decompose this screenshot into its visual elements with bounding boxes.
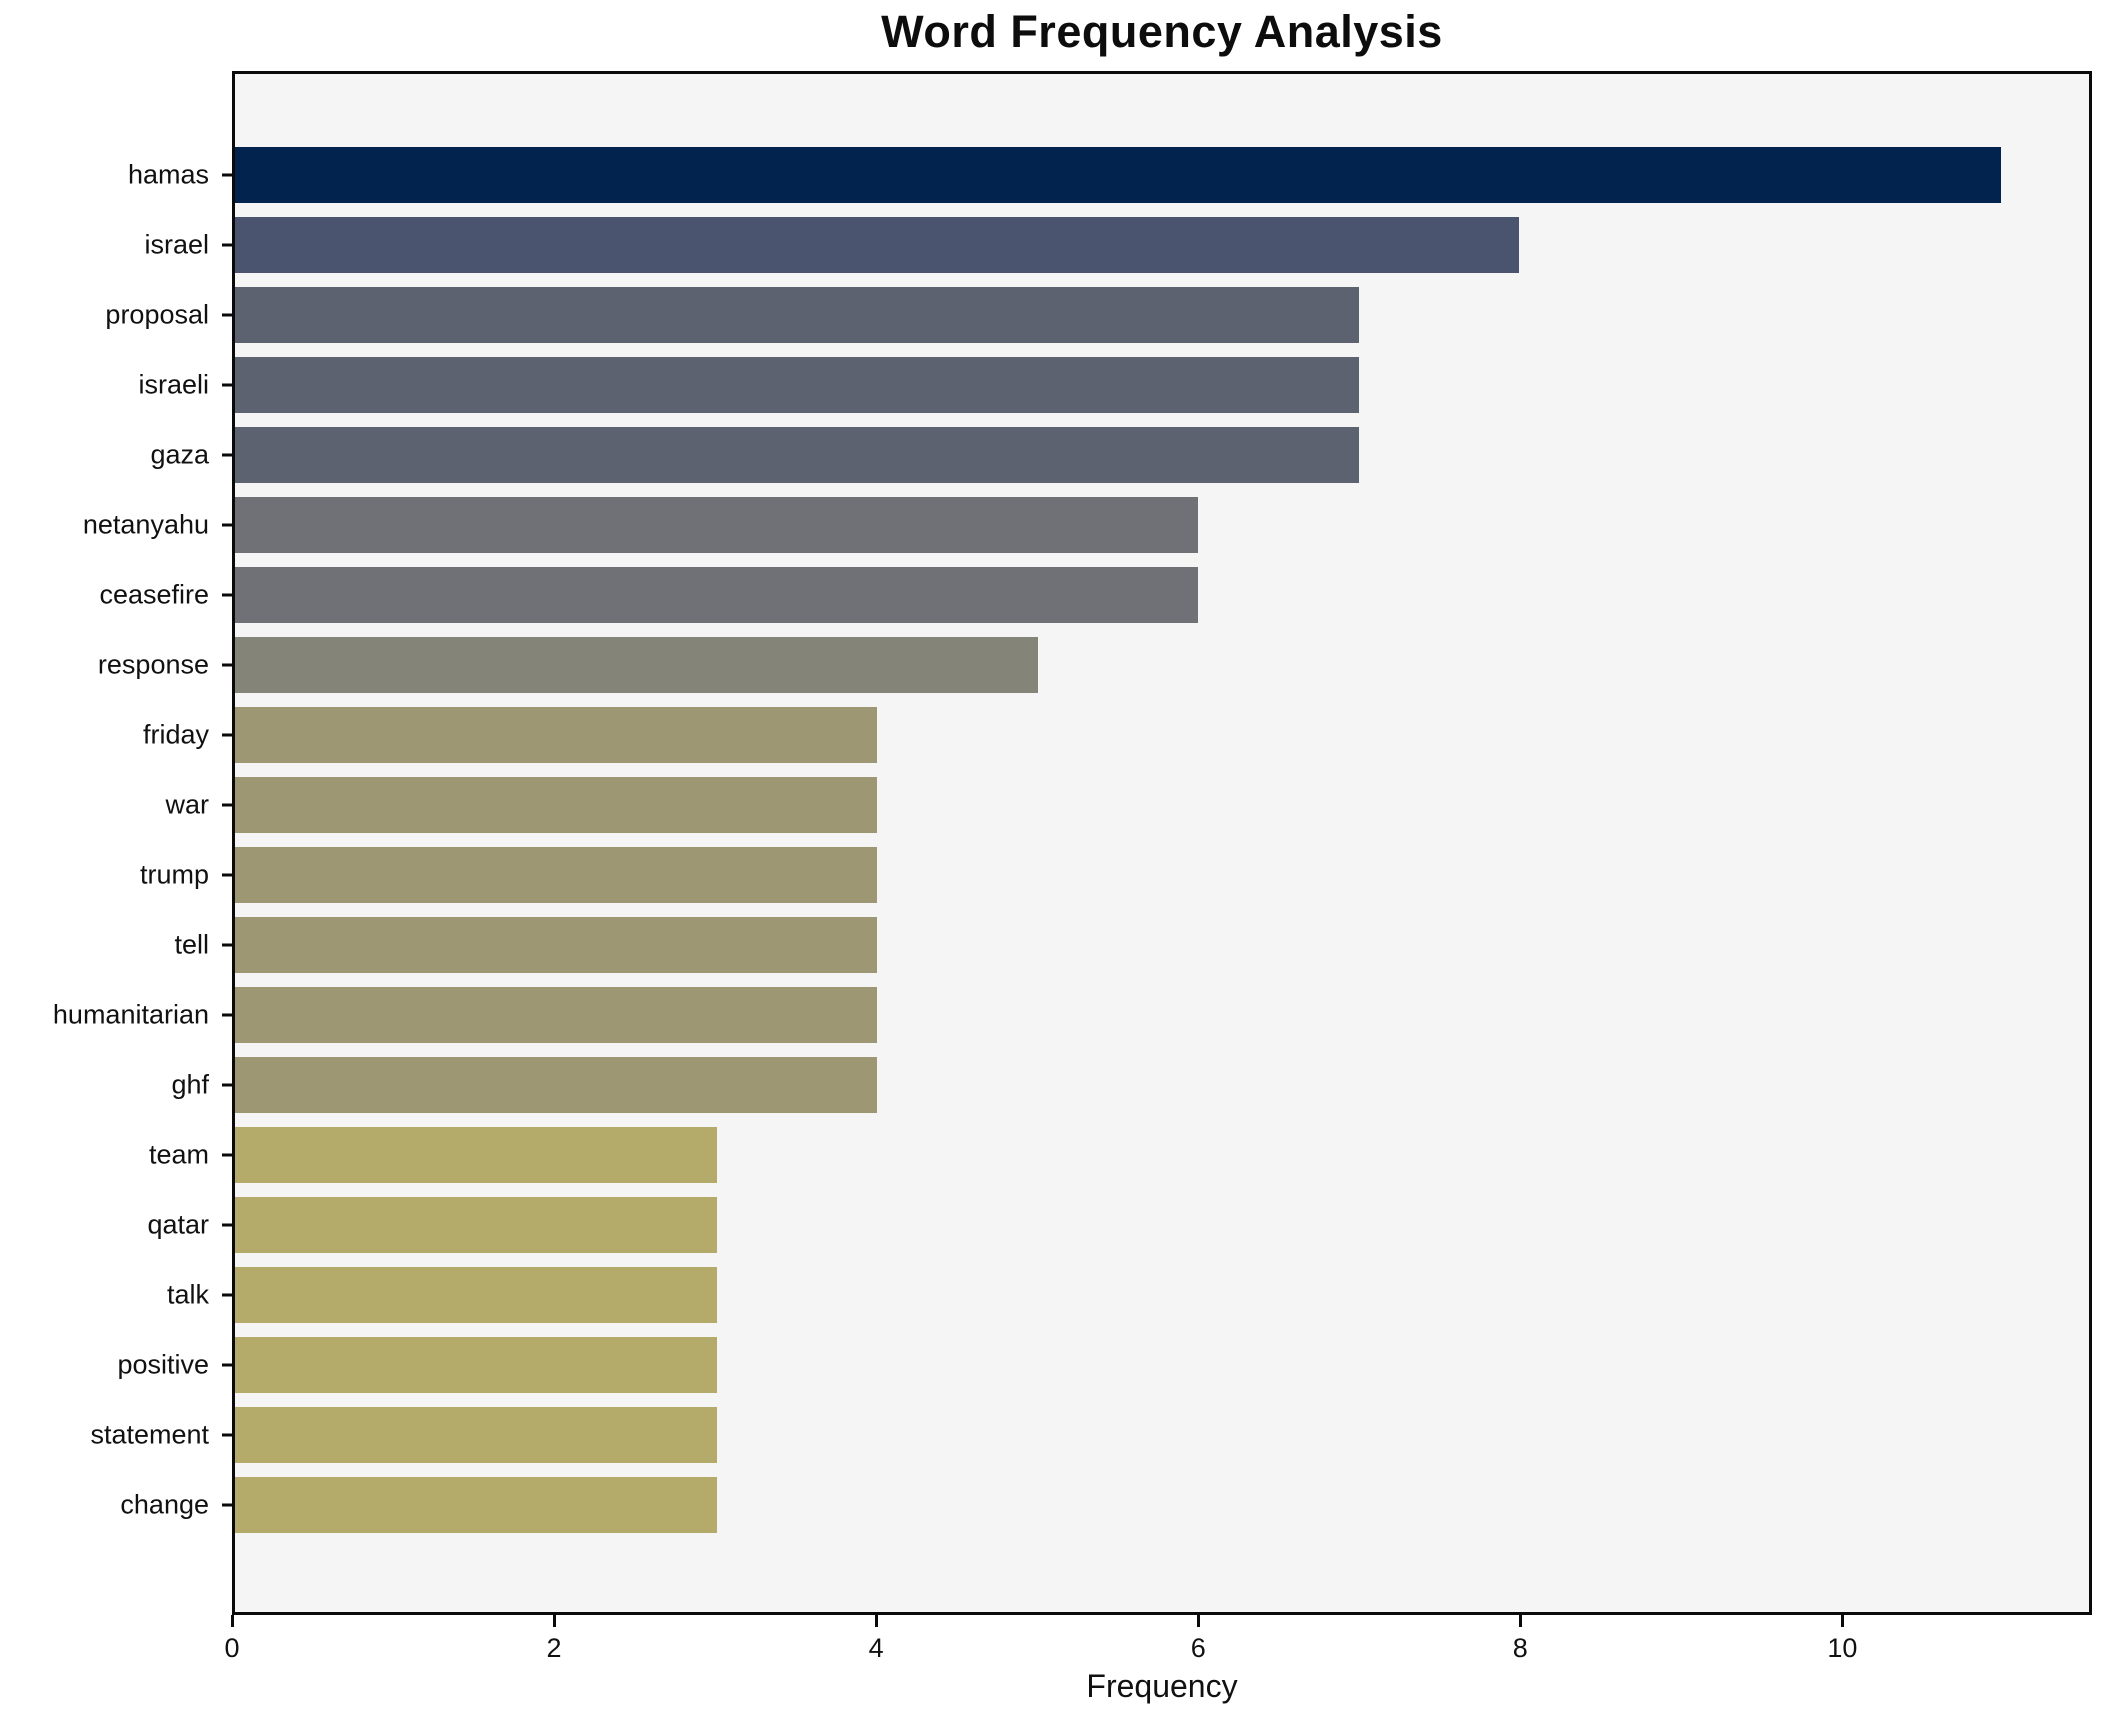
y-tick-mark [222, 1223, 233, 1227]
y-tick-label-statement: statement [90, 1419, 209, 1450]
y-tick-label-humanitarian: humanitarian [52, 999, 209, 1030]
bar-row-proposal: proposal [105, 280, 2089, 350]
y-tick-label-gaza: gaza [150, 439, 209, 470]
bar-netanyahu [235, 497, 1199, 553]
bar-row-gaza: gaza [150, 420, 2089, 490]
x-axis: 0 2 4 6 8 10 [224, 1615, 2092, 1675]
y-tick-mark [222, 523, 233, 527]
bar-row-ceasefire: ceasefire [99, 560, 2089, 630]
bar-row-response: response [98, 630, 2089, 700]
y-tick-label-change: change [120, 1489, 209, 1520]
plot-area: hamas israel proposal israeli gaza netanyahu c… [53, 71, 2092, 1615]
bar-row-war: war [165, 770, 2089, 840]
x-tick-label-10: 10 [1827, 1633, 1858, 1663]
x-tick-mark [230, 1615, 234, 1627]
y-tick-mark [222, 313, 233, 317]
y-tick-label-positive: positive [117, 1349, 209, 1380]
bar-qatar [235, 1197, 717, 1253]
y-tick-mark [222, 943, 233, 947]
bar-row-statement: statement [90, 1400, 2089, 1470]
bars-container: hamas israel proposal israeli gaza netanyahu c… [53, 74, 2089, 1612]
y-tick-mark [222, 1503, 233, 1507]
bar-israel [235, 217, 1520, 273]
x-tick-mark [1840, 1615, 1844, 1627]
bar-trump [235, 847, 878, 903]
y-tick-mark [222, 173, 233, 177]
bar-humanitarian [235, 987, 878, 1043]
bar-row-change: change [120, 1470, 2089, 1540]
bar-change [235, 1477, 717, 1533]
bar-statement [235, 1407, 717, 1463]
y-tick-label-talk: talk [166, 1279, 209, 1310]
y-tick-mark [222, 1363, 233, 1367]
y-tick-mark [222, 593, 233, 597]
bar-row-positive: positive [117, 1330, 2089, 1400]
bar-row-tell: tell [174, 910, 2089, 980]
y-tick-label-war: war [165, 789, 209, 820]
bar-row-netanyahu: netanyahu [83, 490, 2089, 560]
bar-response [235, 637, 1038, 693]
x-tick-label-8: 8 [1512, 1633, 1528, 1663]
y-tick-mark [222, 873, 233, 877]
x-tick-label-2: 2 [546, 1633, 562, 1663]
bar-team [235, 1127, 717, 1183]
x-axis-label: Frequency [1086, 1668, 1238, 1704]
y-tick-label-israel: israel [144, 229, 209, 260]
y-tick-mark [222, 1083, 233, 1087]
bar-positive [235, 1337, 717, 1393]
y-tick-mark [222, 453, 233, 457]
bar-israeli [235, 357, 1359, 413]
y-tick-label-response: response [97, 649, 209, 680]
y-tick-label-ceasefire: ceasefire [99, 579, 209, 610]
y-tick-mark [222, 383, 233, 387]
bar-hamas [235, 147, 2001, 203]
x-tick-label-0: 0 [224, 1633, 240, 1663]
y-tick-mark [222, 803, 233, 807]
y-tick-mark [222, 243, 233, 247]
bar-gaza [235, 427, 1359, 483]
x-tick-label-6: 6 [1190, 1633, 1206, 1663]
x-tick-label-4: 4 [868, 1633, 884, 1663]
bar-row-talk: talk [167, 1260, 2089, 1330]
y-tick-mark [222, 733, 233, 737]
y-tick-label-israeli: israeli [138, 369, 209, 400]
y-tick-label-tell: tell [174, 929, 209, 960]
x-tick-mark [1196, 1615, 1200, 1627]
bar-row-friday: friday [143, 700, 2089, 770]
bar-row-team: team [149, 1120, 2089, 1190]
y-tick-mark [222, 1293, 233, 1297]
y-tick-label-ghf: ghf [171, 1069, 209, 1100]
y-tick-label-netanyahu: netanyahu [82, 509, 209, 540]
y-tick-mark [222, 1013, 233, 1017]
y-tick-label-team: team [148, 1139, 209, 1170]
bar-ceasefire [235, 567, 1199, 623]
y-tick-label-hamas: hamas [127, 159, 209, 190]
y-tick-mark [222, 663, 233, 667]
y-tick-mark [222, 1153, 233, 1157]
chart-title: Word Frequency Analysis [881, 6, 1443, 57]
bar-row-trump: trump [140, 840, 2089, 910]
bar-row-israel: israel [144, 210, 2089, 280]
bar-ghf [235, 1057, 878, 1113]
bar-talk [235, 1267, 717, 1323]
bar-tell [235, 917, 878, 973]
x-tick-mark [1518, 1615, 1522, 1627]
bar-proposal [235, 287, 1359, 343]
y-tick-label-proposal: proposal [105, 299, 209, 330]
y-tick-label-friday: friday [142, 719, 209, 750]
bar-row-humanitarian: humanitarian [53, 980, 2089, 1050]
bar-row-qatar: qatar [147, 1190, 2089, 1260]
y-tick-mark [222, 1433, 233, 1437]
bar-friday [235, 707, 878, 763]
y-tick-label-qatar: qatar [147, 1209, 209, 1240]
bar-row-ghf: ghf [171, 1050, 2089, 1120]
y-tick-label-trump: trump [139, 859, 209, 890]
bar-row-hamas: hamas [128, 140, 2089, 210]
bar-row-israeli: israeli [138, 350, 2089, 420]
x-tick-mark [552, 1615, 556, 1627]
x-tick-mark [874, 1615, 878, 1627]
bar-war [235, 777, 878, 833]
